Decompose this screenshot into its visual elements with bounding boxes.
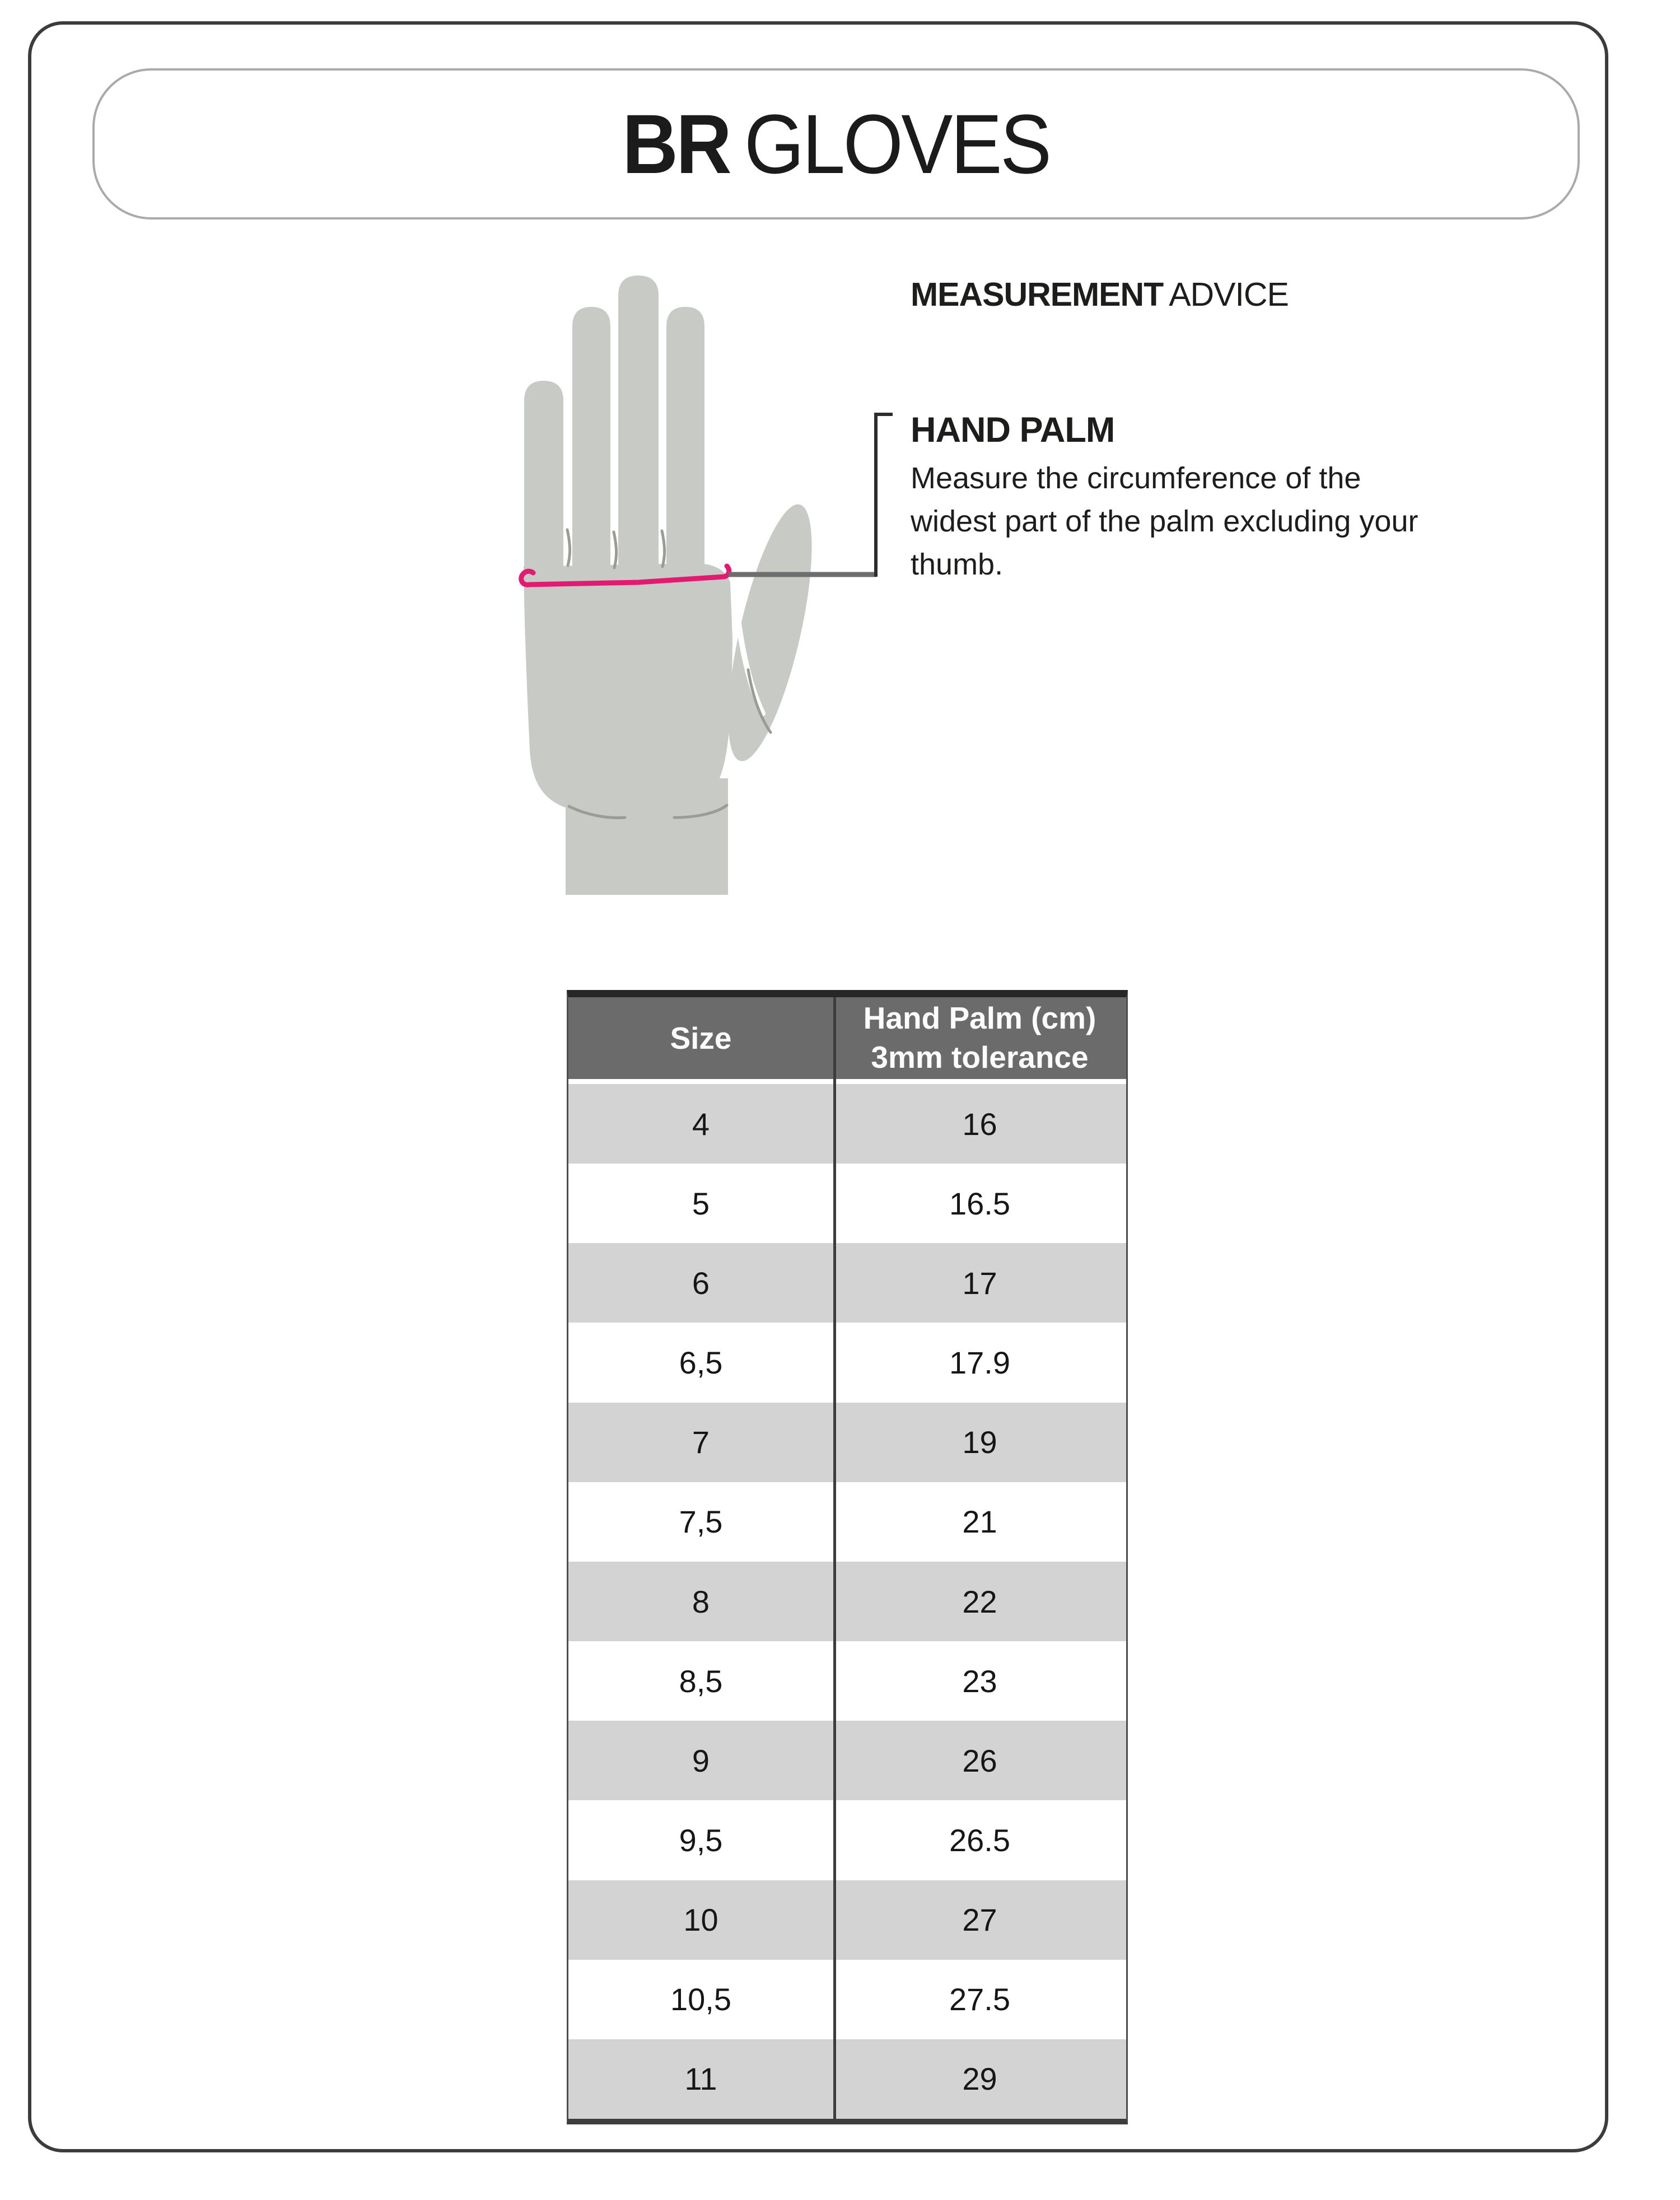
table-row: 8,5 23 xyxy=(568,1641,1126,1721)
size-cell: 11 xyxy=(684,2061,717,2097)
table-row: 9,5 26.5 xyxy=(568,1800,1126,1880)
size-cell: 6 xyxy=(692,1265,710,1301)
brand-name-light: GLOVES xyxy=(744,96,1052,191)
header-hand-palm-line2: 3mm tolerance xyxy=(871,1040,1089,1075)
palm-cell: 27.5 xyxy=(949,1982,1010,2017)
palm-cell: 19 xyxy=(962,1424,997,1460)
palm-cell: 21 xyxy=(962,1504,997,1540)
measurement-line-right-hook xyxy=(721,563,732,580)
palm-cell: 27 xyxy=(962,1902,997,1938)
table-row: 9 26 xyxy=(568,1721,1126,1801)
table-row: 7 19 xyxy=(568,1402,1126,1482)
size-cell: 9,5 xyxy=(679,1822,723,1858)
size-cell: 8 xyxy=(692,1584,710,1619)
palm-shape xyxy=(524,563,732,815)
header-hand-palm-line1: Hand Palm (cm) xyxy=(863,1001,1096,1036)
table-column-divider xyxy=(833,997,836,2119)
table-row: 8 22 xyxy=(568,1561,1126,1642)
measurement-advice-bold: MEASUREMENT xyxy=(911,276,1164,313)
palm-cell: 23 xyxy=(962,1663,997,1699)
size-cell: 7 xyxy=(692,1424,710,1460)
brand-name-bold: BR xyxy=(622,96,732,191)
palm-cell: 26.5 xyxy=(949,1822,1010,1858)
measurement-advice-light: ADVICE xyxy=(1169,276,1289,313)
palm-cell: 16.5 xyxy=(949,1185,1010,1221)
size-cell: 6,5 xyxy=(679,1345,723,1381)
brand-title-box: BR GLOVES xyxy=(92,68,1580,219)
page-title: BR GLOVES xyxy=(622,96,1052,193)
size-cell: 5 xyxy=(692,1185,710,1221)
palm-cell: 16 xyxy=(962,1106,997,1142)
palm-cell: 17 xyxy=(962,1265,997,1301)
table-row: 10 27 xyxy=(568,1880,1126,1960)
table-row: 4 16 xyxy=(568,1084,1126,1164)
middle-finger xyxy=(618,275,659,599)
hand-palm-description: Measure the circumference of the widest … xyxy=(911,461,1418,582)
pinky-finger xyxy=(524,381,563,599)
measurement-line-left-hook xyxy=(519,568,536,587)
wrist-crease-left xyxy=(567,805,627,819)
table-row: 10,5 27.5 xyxy=(568,1960,1126,2039)
size-cell: 4 xyxy=(692,1106,710,1142)
wrist-crease-right xyxy=(673,804,729,819)
palm-measurement-line xyxy=(527,574,726,587)
palm-cell: 17.9 xyxy=(949,1345,1010,1381)
thumb-shape xyxy=(728,504,812,762)
palm-cell: 22 xyxy=(962,1584,997,1619)
palm-cell: 29 xyxy=(962,2061,997,2097)
size-table: Size Hand Palm (cm) 3mm tolerance 4 16 5… xyxy=(567,990,1128,2124)
hand-palm-heading: HAND PALM xyxy=(911,410,1115,450)
table-row: 5 16.5 xyxy=(568,1164,1126,1243)
size-cell: 8,5 xyxy=(679,1663,723,1699)
header-size: Size xyxy=(670,1021,732,1055)
header-hand-palm: Hand Palm (cm) 3mm tolerance xyxy=(833,997,1126,1079)
ring-finger xyxy=(572,307,610,599)
size-cell: 7,5 xyxy=(679,1504,723,1540)
size-cell: 10,5 xyxy=(670,1982,731,2017)
size-cell: 9 xyxy=(692,1743,710,1778)
thumb-web-crease xyxy=(746,668,772,734)
index-finger xyxy=(666,307,704,599)
table-row: 6,5 17.9 xyxy=(568,1323,1126,1402)
table-row: 7,5 21 xyxy=(568,1482,1126,1562)
size-cell: 10 xyxy=(683,1902,718,1938)
web-crease-3 xyxy=(660,529,666,568)
thumb-gap-line xyxy=(730,565,766,716)
callout-connector-vertical xyxy=(874,413,893,577)
web-crease-2 xyxy=(612,530,618,569)
palm-cell: 26 xyxy=(962,1743,997,1778)
web-crease-1 xyxy=(566,528,572,567)
hand-measurement-illustration xyxy=(519,275,893,895)
table-body: 4 16 5 16.5 6 17 6,5 17.9 7 19 7,5 21 8 … xyxy=(568,1084,1126,2119)
measurement-advice-heading: MEASUREMENT ADVICE xyxy=(911,275,1289,314)
table-row: 6 17 xyxy=(568,1243,1126,1323)
table-row: 11 29 xyxy=(568,2039,1126,2119)
table-header-row: Size Hand Palm (cm) 3mm tolerance xyxy=(568,997,1126,1079)
